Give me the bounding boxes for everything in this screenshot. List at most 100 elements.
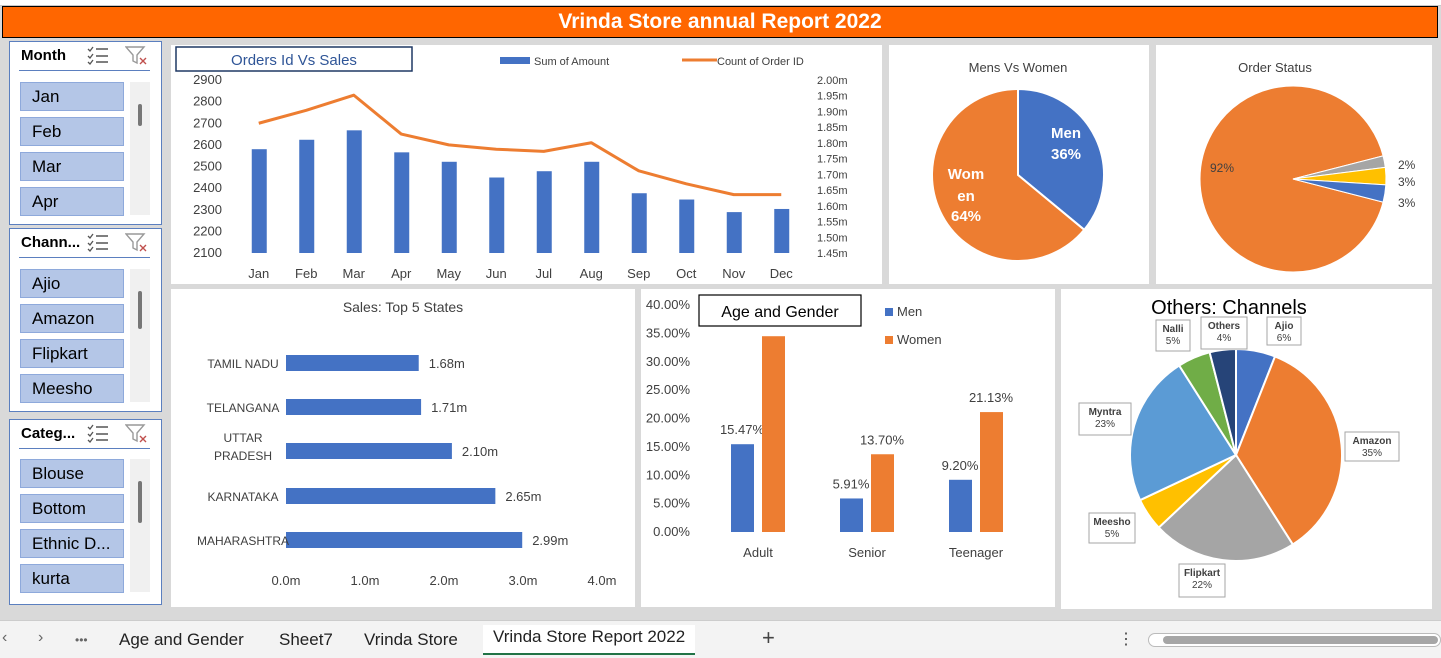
chart-title: Order Status [1238,60,1312,75]
add-sheet-icon[interactable]: + [762,625,775,650]
slicer-item[interactable]: Mar [20,152,124,181]
y-tick-label: 0.00% [653,524,690,539]
horizontal-scrollbar[interactable] [1148,633,1441,647]
slicer-scrollbar[interactable] [130,82,150,215]
more-tabs-icon[interactable]: ••• [75,633,88,647]
bar [584,161,600,253]
chart-title: Others: Channels [1151,297,1307,319]
category-label: TELANGANA [207,401,280,415]
slicer-title: Chann... [21,234,81,251]
tab-prev-icon[interactable]: ‹ [2,629,8,646]
callout-box [1178,563,1226,598]
report-title: Vrinda Store annual Report 2022 [2,6,1438,38]
slicer-item[interactable]: Ajio [20,269,124,298]
slicer-scrollbar[interactable] [130,459,150,592]
slicer-scrollbar[interactable] [130,269,150,402]
multi-select-icon[interactable] [87,423,109,443]
value-label: 1.71m [431,400,467,415]
age-gender-panel[interactable]: 40.00% 35.00% 30.00% 25.00% 20.00% 15.00% 10.0… [641,289,1055,607]
tab-vrinda-store[interactable]: Vrinda Store [364,630,458,649]
mens-vs-women-panel[interactable]: Mens Vs Women Men 36% Wom en 64% [889,45,1149,284]
y-tick-label: 2300 [193,202,222,217]
slicer-item[interactable]: Apr [20,187,124,216]
bar [286,443,452,459]
y-tick-label: 30.00% [646,354,691,369]
legend-label: Women [897,332,942,347]
callout-box [1078,402,1132,436]
legend-swatch [500,57,530,64]
chart-title: Sales: Top 5 States [343,299,463,315]
slicer-item[interactable]: Jan [20,82,124,111]
y2-tick-label: 1.90m [817,106,848,118]
sheet-tab-bar: ‹ › ••• Age and Gender Sheet7 Vrinda Sto… [0,620,1441,658]
callout-box [1155,319,1191,352]
order-status-panel[interactable]: Order Status 92% 2% 3% 3% [1156,45,1432,284]
slicer-item[interactable]: kurta [20,564,124,593]
y-tick-label: 5.00% [653,496,690,511]
multi-select-icon[interactable] [87,232,109,252]
clear-filter-icon[interactable] [125,423,149,445]
slicer-item[interactable]: Amazon [20,304,124,333]
pie-slice [1292,178,1387,203]
x-tick-label: Jul [535,266,552,281]
category-label: KARNATAKA [208,490,279,504]
clear-filter-icon[interactable] [125,45,149,67]
bar [774,208,790,253]
slicer-category[interactable]: Categ... Blouse Bottom Ethnic D... kurta [9,419,162,605]
slicer-channel[interactable]: Chann... Ajio Amazon Flipkart Meesho [9,228,162,412]
bar [631,193,647,253]
category-label: MAHARASHTRA [197,534,289,548]
clear-filter-icon[interactable] [125,232,149,254]
tab-vrinda-store-report-2022[interactable]: Vrinda Store Report 2022 [483,625,696,655]
slicer-item[interactable]: Feb [20,117,124,146]
options-icon[interactable]: ⋮ [1118,631,1134,648]
slice-label: en [957,188,975,205]
y-tick-label: 2100 [193,245,222,260]
x-tick-label: Nov [722,266,746,281]
chart-title: Orders Id Vs Sales [231,52,357,69]
bar [489,177,505,253]
pie-slice [1129,364,1238,502]
legend-swatch [885,336,893,344]
slicer-item[interactable]: Bottom [20,494,124,523]
channels-chart: Others: ChannelsAjio6%Amazon35%Flipkart2… [1078,297,1400,598]
y2-tick-label: 1.45m [817,248,848,260]
bar [286,488,496,504]
callout-label: Amazon [1353,436,1392,447]
age-gender-chart: 40.00% 35.00% 30.00% 25.00% 20.00% 15.00% 10.0… [646,294,1013,560]
callout-value: 5% [1166,336,1181,347]
callout-value: 5% [1105,529,1120,540]
tab-next-icon[interactable]: › [38,629,44,646]
y-tick-label: 2900 [193,72,222,87]
slicer-month[interactable]: Month Jan Feb Mar Apr [9,41,162,225]
pie-slice [1199,85,1384,273]
sheet-grid-strip [0,0,1441,6]
tab-sheet7[interactable]: Sheet7 [279,630,333,649]
slicer-item[interactable]: Flipkart [20,339,124,368]
slice-label: 92% [1210,161,1234,175]
x-tick-label: Jan [248,266,269,281]
x-tick-label: Adult [743,545,773,560]
multi-select-icon[interactable] [87,45,109,65]
x-tick-label: Jun [486,266,507,281]
slicer-item[interactable]: Ethnic D... [20,529,124,558]
chart-title-box [698,294,862,327]
series-line [258,93,782,197]
tab-age-and-gender[interactable]: Age and Gender [119,630,244,649]
channels-panel[interactable]: Others: Channels Ajio 6% Amazon 35% Flipkart 2… [1061,289,1432,609]
y2-tick-label: 1.85m [817,122,848,134]
top-states-panel[interactable]: Sales: Top 5 States 1.68m TAMIL NADU 1.71m T… [171,289,635,607]
slicer-item[interactable]: Meesho [20,374,124,403]
legend-swatch [885,308,893,316]
orders-vs-sales-panel[interactable]: Orders Id Vs Sales Sum of Amount Count of … [171,45,882,284]
x-tick-label: 2.0m [430,573,459,588]
bar [731,444,754,532]
callout-label: Others [1208,321,1241,332]
category-label: TAMIL NADU [207,357,278,371]
y2-tick-label: 1.80m [817,138,848,150]
slicer-item[interactable]: Blouse [20,459,124,488]
y-tick-label: 2200 [193,223,222,238]
y-tick-label: 2400 [193,180,222,195]
bar [251,149,267,253]
x-tick-label: Sep [627,266,650,281]
